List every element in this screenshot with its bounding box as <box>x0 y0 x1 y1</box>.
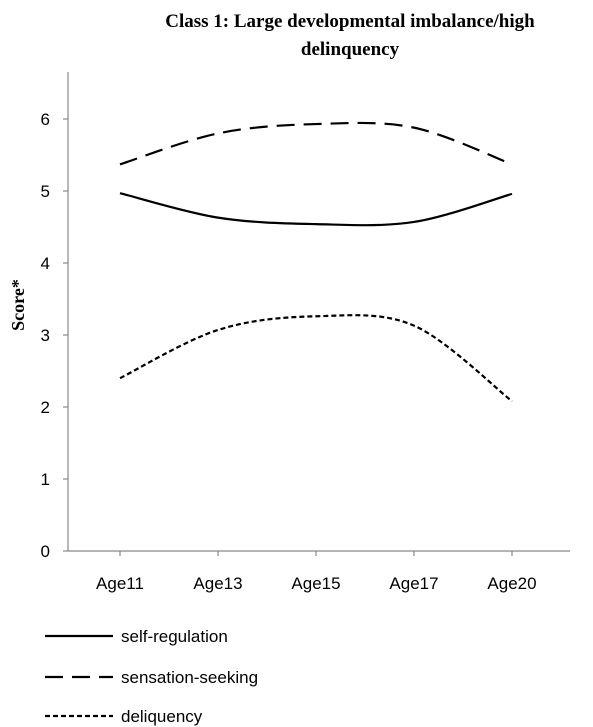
x-tick-label: Age13 <box>193 574 242 593</box>
series-line-sensation-seeking <box>119 121 513 166</box>
y-axis-title: Score* <box>8 279 28 331</box>
legend-label: sensation-seeking <box>121 668 258 687</box>
axes <box>67 72 570 552</box>
legend-label: deliquency <box>121 707 203 726</box>
series-lines <box>119 121 513 403</box>
y-ticks: 0 1 2 3 4 5 6 <box>41 110 68 561</box>
chart-title: Class 1: Large developmental imbalance/h… <box>80 8 593 64</box>
chart-title-line2: delinquency <box>300 39 400 60</box>
legend: self-regulation sensation-seeking deliquen… <box>45 627 258 726</box>
y-tick-label: 2 <box>41 398 50 417</box>
legend-label: self-regulation <box>121 627 228 646</box>
y-tick-label: 3 <box>41 326 50 345</box>
x-ticks: Age11 Age13 Age15 Age17 Age20 <box>96 551 537 593</box>
series-line-self-regulation <box>119 192 513 227</box>
y-tick-label: 0 <box>41 542 50 561</box>
x-tick-label: Age20 <box>487 574 536 593</box>
x-tick-label: Age15 <box>291 574 340 593</box>
x-tick-label: Age17 <box>389 574 438 593</box>
y-tick-label: 4 <box>41 254 50 273</box>
chart-title-line1: Class 1: Large developmental imbalance/h… <box>165 11 535 32</box>
x-tick-label: Age11 <box>96 574 144 593</box>
y-tick-label: 1 <box>41 470 50 489</box>
series-line-deliquency <box>119 314 513 403</box>
y-tick-label: 6 <box>41 110 50 129</box>
y-tick-label: 5 <box>41 182 50 201</box>
